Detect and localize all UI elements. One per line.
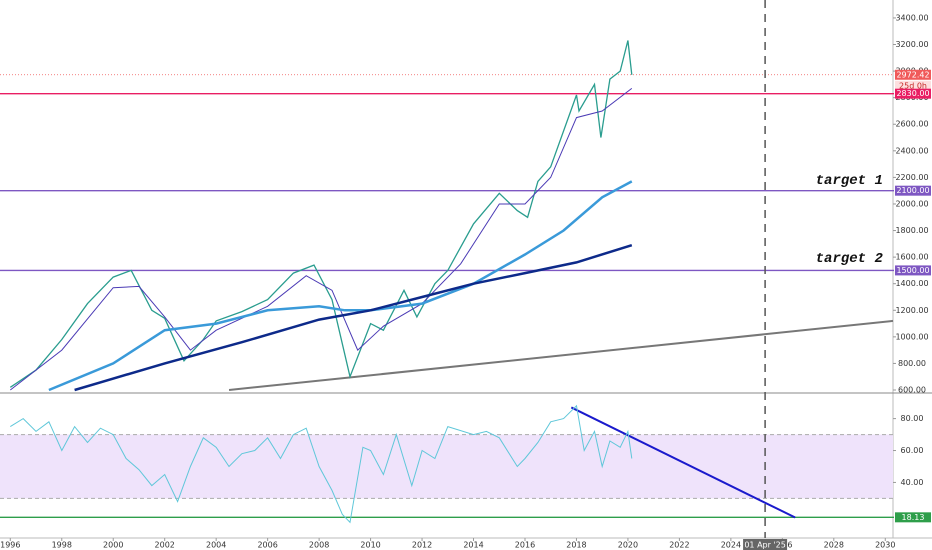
- price-label: 2100.00: [896, 186, 929, 195]
- series-line: [10, 404, 633, 524]
- x-tick-label: 2008: [309, 541, 329, 550]
- y-tick-label: 3200.00: [895, 40, 928, 49]
- x-tick-label: 2024: [721, 541, 741, 550]
- x-tick-label: 1998: [52, 541, 72, 550]
- x-tick-label: 2022: [669, 541, 689, 550]
- x-tick-label: 2012: [412, 541, 432, 550]
- x-tick-label: 2004: [206, 541, 226, 550]
- price-label: 18.13: [902, 513, 925, 522]
- y-tick-label: 800.00: [898, 359, 926, 368]
- series-line: [48, 180, 633, 392]
- x-tick-label: 2002: [155, 541, 175, 550]
- price-label: 1500.00: [896, 266, 929, 275]
- x-tick-label: 2010: [360, 541, 380, 550]
- x-tick-label: 2016: [515, 541, 535, 550]
- x-tick-label: 2018: [566, 541, 586, 550]
- price-label-box: [895, 69, 931, 80]
- series-line: [9, 40, 633, 388]
- x-tick-label: 2014: [463, 541, 483, 550]
- y-tick-label: 600.00: [898, 386, 926, 395]
- y-tick-label: 1200.00: [895, 306, 928, 315]
- trend-line: [570, 406, 796, 519]
- y-tick-label: 1600.00: [895, 253, 928, 262]
- rsi-band: [0, 434, 893, 499]
- x-tick-label: 2006: [257, 541, 277, 550]
- countdown-label: 25d 0h: [899, 81, 927, 90]
- price-label-box: [895, 265, 931, 276]
- x-tick-label: 2028: [824, 541, 844, 550]
- y-tick-label: 80.00: [901, 414, 924, 423]
- price-label-box: [895, 185, 931, 196]
- crosshair-label: 01 Apr '25: [744, 541, 785, 550]
- y-tick-label: 1000.00: [895, 332, 928, 341]
- crosshair-label-box: [743, 539, 788, 550]
- price-label: 2972.42: [896, 70, 929, 79]
- y-tick-label: 2400.00: [895, 146, 928, 155]
- y-tick-label: 2600.00: [895, 120, 928, 129]
- x-tick-label: 1996: [0, 541, 20, 550]
- x-tick-label: 2020: [618, 541, 638, 550]
- annotation: target 1: [816, 173, 883, 189]
- y-tick-label: 60.00: [901, 446, 924, 455]
- series-line: [9, 88, 633, 391]
- y-tick-label: 3400.00: [895, 13, 928, 22]
- y-tick-label: 2000.00: [895, 199, 928, 208]
- price-label-box: [895, 512, 931, 523]
- trend-line: [228, 319, 894, 392]
- y-tick-label: 1400.00: [895, 279, 928, 288]
- series-line: [74, 244, 633, 392]
- price-label: 2830.00: [896, 89, 929, 98]
- x-tick-label: 2000: [103, 541, 123, 550]
- y-tick-label: 2200.00: [895, 173, 928, 182]
- price-label-box: [895, 88, 931, 99]
- x-tick-label: 2030: [875, 541, 895, 550]
- annotation: target 2: [816, 251, 884, 267]
- countdown-box: [895, 80, 931, 91]
- y-tick-label: 40.00: [901, 478, 924, 487]
- price-axis: [894, 0, 932, 392]
- y-tick-label: 1800.00: [895, 226, 928, 235]
